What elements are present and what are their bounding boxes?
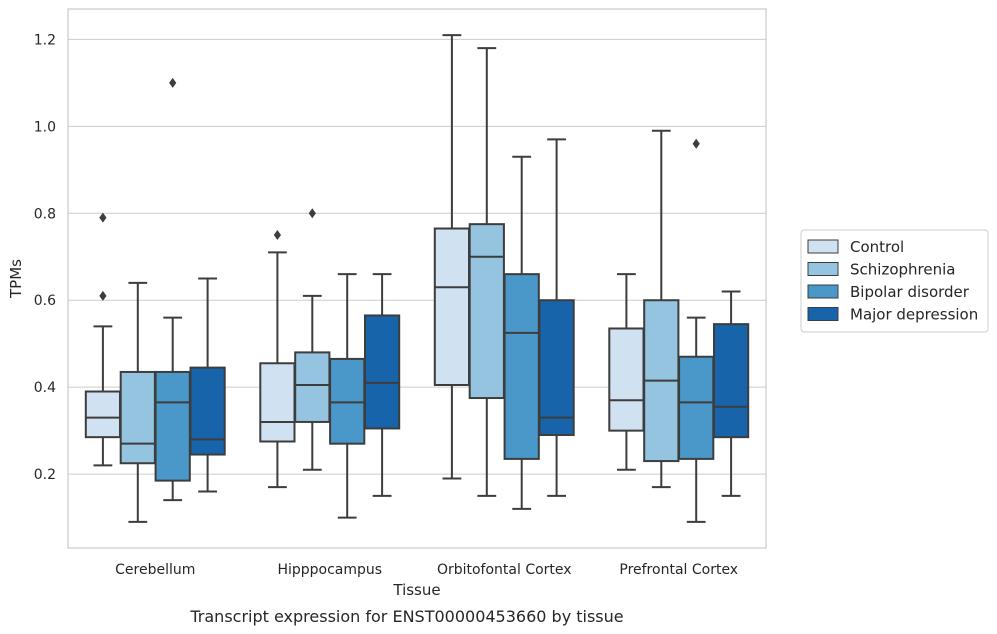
box-body <box>538 299 575 436</box>
box-major-depression <box>712 290 750 497</box>
outlier-point <box>308 208 316 219</box>
legend-swatch <box>807 284 839 299</box>
box-body <box>189 366 226 456</box>
box-bipolar-disorder <box>329 273 366 519</box>
box-bipolar-disorder <box>154 77 191 502</box>
x-tick-label: Cerebellum <box>115 562 195 578</box>
legend-frame <box>800 229 989 333</box>
outlier-point <box>692 138 700 149</box>
box-control <box>259 230 296 489</box>
legend-label: Schizophrenia <box>850 261 955 279</box>
x-tick-label: Orbitofontal Cortex <box>437 562 572 578</box>
outlier-point <box>99 212 107 223</box>
x-tick-label: Hipppocampus <box>277 562 382 578</box>
box-body <box>712 323 750 439</box>
y-tick-label: 0.6 <box>34 293 56 309</box>
box-control <box>608 273 645 471</box>
figure-caption: Transcript expression for ENST0000045366… <box>189 607 623 626</box>
legend: Control Schizophrenia Bipolar disorder Majo… <box>800 229 989 333</box>
box-body <box>259 362 296 443</box>
y-axis-ticks: 0.2 0.4 0.6 0.8 1.0 1.2 <box>34 32 56 483</box>
box-control <box>433 34 471 480</box>
outlier-point <box>273 230 281 241</box>
box-schizophrenia <box>468 47 505 497</box>
box-schizophrenia <box>119 281 156 523</box>
box-bipolar-disorder <box>678 138 715 523</box>
box-body <box>503 273 540 460</box>
box-body <box>329 357 366 445</box>
box-schizophrenia <box>643 129 680 489</box>
box-control <box>84 212 122 467</box>
legend-label: Bipolar disorder <box>850 283 970 301</box>
box-major-depression <box>538 138 575 497</box>
box-body <box>678 355 715 460</box>
box-major-depression <box>189 277 226 493</box>
box-body <box>84 390 122 439</box>
box-body <box>154 370 191 482</box>
y-axis-title: TPMs <box>7 259 25 299</box>
box-major-depression <box>363 273 401 497</box>
boxes <box>84 34 750 523</box>
box-body <box>608 327 645 432</box>
y-tick-label: 0.2 <box>34 467 56 483</box>
x-axis-ticks: Cerebellum Hipppocampus Orbitofontal Corte… <box>115 562 738 578</box>
legend-label: Control <box>850 238 904 256</box>
box-body <box>294 351 331 423</box>
x-tick-label: Prefrontal Cortex <box>619 562 738 578</box>
box-body <box>433 227 471 386</box>
outlier-point <box>169 77 177 88</box>
y-tick-label: 0.4 <box>34 380 56 396</box>
legend-swatch <box>807 239 839 254</box>
box-body <box>468 223 505 400</box>
y-tick-label: 1.2 <box>34 32 56 48</box>
y-tick-label: 1.0 <box>34 119 56 135</box>
x-axis-title: Tissue <box>392 581 440 599</box>
legend-swatch <box>807 262 839 276</box>
y-tick-label: 0.8 <box>34 206 56 222</box>
box-bipolar-disorder <box>503 155 540 510</box>
plot-area-frame <box>67 8 767 549</box>
box-body <box>363 314 401 430</box>
outlier-point <box>99 290 107 301</box>
legend-label: Major depression <box>850 306 978 324</box>
box-schizophrenia <box>294 208 331 471</box>
box-body <box>119 370 156 465</box>
legend-swatch <box>807 307 839 321</box>
